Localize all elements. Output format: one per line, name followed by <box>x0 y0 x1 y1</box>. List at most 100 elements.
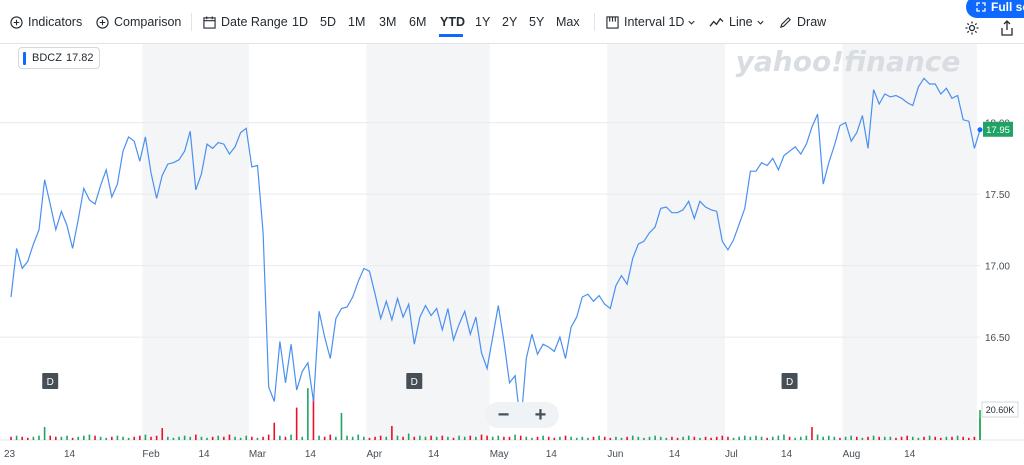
volume-bar <box>284 436 287 440</box>
volume-bar <box>710 437 712 440</box>
volume-bar <box>402 436 404 440</box>
date-range-button[interactable]: Date Range <box>203 0 288 44</box>
range-3m[interactable]: 3M <box>379 15 397 29</box>
volume-bar <box>133 436 136 440</box>
draw-button[interactable]: Draw <box>779 0 826 44</box>
volume-bar <box>99 436 102 440</box>
volume-bar <box>732 437 735 440</box>
volume-bar <box>727 436 729 440</box>
volume-bar <box>822 436 824 440</box>
x-tick-label: Mar <box>249 449 267 460</box>
month-band <box>366 44 490 440</box>
fullscreen-button[interactable]: Full sc <box>966 0 1024 18</box>
volume-bar <box>973 436 976 440</box>
range-6m[interactable]: 6M <box>409 15 427 29</box>
volume-bar <box>447 436 449 440</box>
volume-bar <box>497 435 500 440</box>
volume-bar <box>514 434 516 440</box>
range-2y[interactable]: 2Y <box>502 15 518 29</box>
volume-bar <box>777 435 780 440</box>
volume-bar <box>111 436 113 440</box>
volume-bar <box>771 436 774 440</box>
series-legend[interactable]: BDCZ 17.82 <box>18 47 101 69</box>
comparison-label: Comparison <box>114 15 182 29</box>
volume-bar <box>906 435 908 440</box>
volume-bar <box>195 434 197 440</box>
volume-bar <box>503 436 505 440</box>
volume-bars <box>10 388 981 440</box>
volume-bar <box>239 437 242 440</box>
volume-bar <box>654 435 656 440</box>
volume-bar <box>396 435 399 440</box>
volume-bar <box>71 437 74 440</box>
volume-bar <box>699 437 701 440</box>
x-tick-label: 14 <box>781 449 793 460</box>
x-tick-label: 14 <box>428 449 440 460</box>
volume-bar <box>206 437 208 440</box>
volume-bar <box>895 437 897 440</box>
volume-bar <box>531 437 533 440</box>
last-price-tag-label: 17.95 <box>986 125 1010 136</box>
yahoo-finance-watermark: yahoo!finance <box>736 45 961 78</box>
share-icon[interactable] <box>1000 20 1014 36</box>
dividend-marker-label: D <box>411 377 418 388</box>
volume-bar <box>475 436 477 440</box>
volume-bar <box>839 437 841 440</box>
volume-bar <box>615 436 617 440</box>
month-band <box>142 44 249 440</box>
volume-bar <box>603 436 606 440</box>
volume-bar <box>379 435 382 440</box>
volume-bar <box>458 435 460 440</box>
volume-bar <box>917 437 920 440</box>
zoom-out-button[interactable]: − <box>497 403 510 426</box>
x-tick-label: 14 <box>904 449 916 460</box>
volume-tag-label: 20.60K <box>986 405 1015 415</box>
volume-bar <box>749 436 752 440</box>
range-5y[interactable]: 5Y <box>529 15 545 29</box>
volume-bar <box>307 388 309 440</box>
range-5d[interactable]: 5D <box>320 15 336 29</box>
last-price-tag <box>983 121 1013 137</box>
volume-bar <box>178 436 180 440</box>
volume-bar <box>335 436 337 440</box>
line-chart-icon <box>709 17 724 27</box>
range-1d[interactable]: 1D <box>292 15 308 29</box>
volume-bar <box>525 436 528 440</box>
volume-bar <box>609 437 612 440</box>
last-price-point <box>977 127 983 133</box>
range-1m[interactable]: 1M <box>348 15 366 29</box>
volume-bar <box>693 436 696 440</box>
indicators-button[interactable]: Indicators <box>10 0 82 44</box>
volume-bar <box>374 436 376 440</box>
range-1y[interactable]: 1Y <box>475 15 491 29</box>
indicators-label: Indicators <box>28 15 83 29</box>
gear-icon[interactable] <box>964 20 980 36</box>
alternating-month-bands <box>142 44 977 440</box>
volume-bar <box>631 435 634 440</box>
y-tick-label: 16.50 <box>985 333 1010 344</box>
volume-bar <box>648 436 651 440</box>
volume-tag <box>981 401 1019 418</box>
comparison-button[interactable]: Comparison <box>96 0 181 44</box>
x-tick-label: Feb <box>142 449 160 460</box>
volume-bar <box>116 435 119 440</box>
range-ytd[interactable]: YTD <box>440 15 465 29</box>
volume-bar <box>424 436 427 440</box>
volume-bar <box>542 435 544 440</box>
volume-bar <box>312 396 315 440</box>
volume-bar <box>228 434 231 440</box>
y-tick-label: 17.00 <box>985 262 1010 273</box>
dividend-marker <box>42 373 59 389</box>
volume-bar <box>967 437 970 440</box>
range-max[interactable]: Max <box>556 15 580 29</box>
zoom-in-button[interactable]: + <box>534 403 547 426</box>
chart-type-dropdown[interactable]: Line <box>709 0 765 44</box>
volume-bar <box>755 435 757 440</box>
volume-bar <box>463 436 466 440</box>
price-line <box>10 77 981 426</box>
x-tick-label: Apr <box>366 449 382 460</box>
active-range-indicator <box>439 34 463 37</box>
interval-dropdown[interactable]: Interval 1D <box>606 0 696 44</box>
